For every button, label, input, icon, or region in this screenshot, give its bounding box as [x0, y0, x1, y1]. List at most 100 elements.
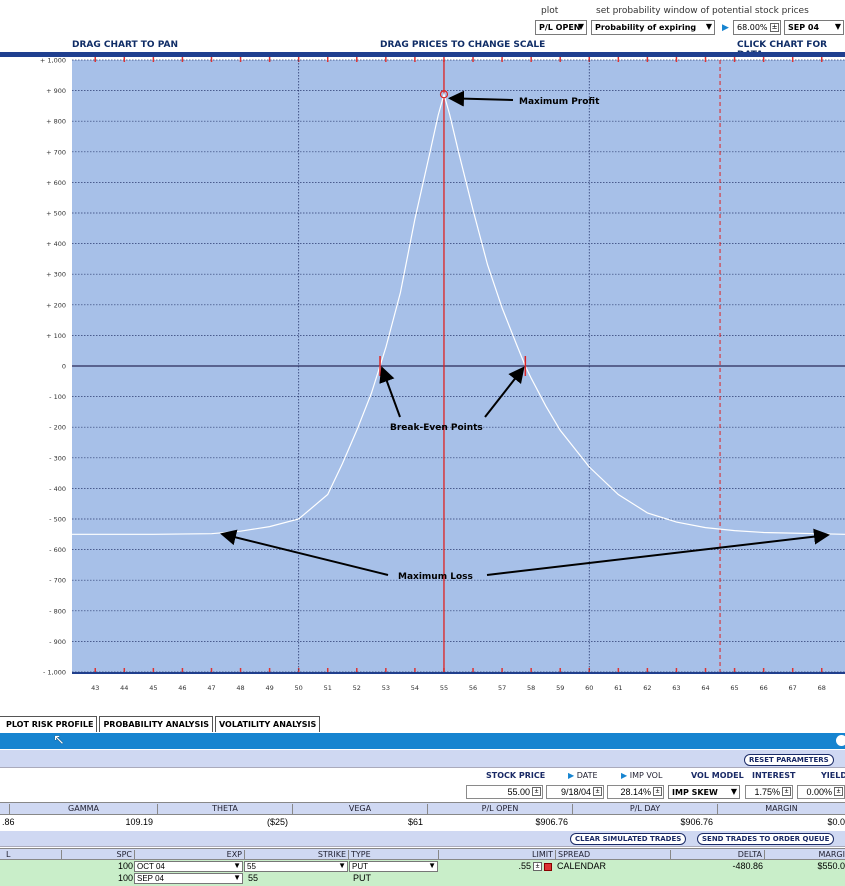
x-tick-label: 59 [556, 684, 564, 692]
chevron-down-icon: ▼ [428, 861, 436, 870]
spc-cell: 100 [117, 873, 133, 883]
x-tick-label: 63 [672, 684, 680, 692]
theta-value: ($25) [266, 817, 288, 827]
x-tick-label: 61 [614, 684, 622, 692]
y-tick-label: + 700 [46, 148, 66, 156]
x-tick-label: 54 [411, 684, 419, 692]
date-input[interactable]: 9/18/04 ± [546, 785, 604, 799]
tab-volatility-analysis[interactable]: VOLATILITY ANALYSIS [214, 716, 321, 732]
reset-parameters-button[interactable]: RESET PARAMETERS [744, 754, 834, 766]
gamma-value: 109.19 [125, 817, 153, 827]
x-tick-label: 53 [382, 684, 390, 692]
spinner-icon[interactable]: ± [593, 787, 602, 796]
greeks-header: GAMMA THETA VEGA P/L OPEN P/L DAY MARGIN [0, 802, 845, 815]
y-tick-label: - 300 [49, 454, 66, 462]
spinner-icon[interactable]: ± [834, 787, 843, 796]
pl-open-header: P/L OPEN [428, 804, 573, 815]
yield-value: 0.00% [806, 787, 832, 797]
strike-select[interactable]: 55 ▼ [244, 861, 348, 872]
x-tick-label: 64 [701, 684, 709, 692]
interest-label: INTEREST [752, 771, 796, 780]
trades-l-header: L [0, 850, 62, 861]
tab-probability-analysis[interactable]: PROBABILITY ANALYSIS [99, 716, 213, 732]
probability-select[interactable]: Probability of expiring ▼ [591, 20, 715, 35]
strike-cell: 55 [248, 873, 259, 883]
spinner-icon[interactable]: ± [653, 787, 662, 796]
yield-input[interactable]: 0.00% ± [797, 785, 845, 799]
spread-flag-icon[interactable] [544, 863, 552, 871]
collapse-icon[interactable] [836, 735, 845, 746]
play-icon: ▶ [568, 771, 577, 780]
limit-value: .55 [518, 861, 531, 871]
chevron-down-icon: ▼ [338, 861, 346, 870]
max-profit-label: Maximum Profit [519, 97, 600, 107]
x-tick-label: 60 [585, 684, 593, 692]
x-tick-label: 44 [120, 684, 128, 692]
trades-header: L SPC EXP STRIKE TYPE LIMIT SPREAD DELTA… [0, 848, 845, 861]
type-header: TYPE [349, 850, 439, 861]
greeks-col-left [0, 804, 10, 815]
annotation-arrow [447, 90, 514, 107]
spinner-icon[interactable]: ± [770, 23, 779, 32]
x-tick-label: 46 [178, 684, 186, 692]
trades-bar: CLEAR SIMULATED TRADES SEND TRADES TO OR… [0, 831, 845, 847]
exp-value: OCT 04 [137, 862, 165, 871]
spc-cell: 100 [117, 861, 133, 871]
spinner-icon[interactable]: ± [532, 787, 541, 796]
probability-select-value: Probability of expiring [595, 23, 697, 32]
send-trades-button[interactable]: SEND TRADES TO ORDER QUEUE [697, 833, 835, 845]
spread-cell: CALENDAR [557, 861, 607, 871]
limit-header: LIMIT [439, 850, 556, 861]
play-icon: ▶ [621, 771, 630, 780]
analysis-tabs: PLOT RISK PROFILE PROBABILITY ANALYSIS V… [0, 716, 322, 732]
x-tick-label: 51 [324, 684, 332, 692]
y-tick-label: + 100 [46, 332, 66, 340]
stock-price-input[interactable]: 55.00 ± [466, 785, 543, 799]
percent-value: 68.00% [737, 23, 768, 32]
y-tick-label: - 100 [49, 393, 66, 401]
clear-simulated-trades-button[interactable]: CLEAR SIMULATED TRADES [570, 833, 687, 845]
risk-profile-chart[interactable]: + 1,000 + 900 + 800 + 700 + 600 + 500 + 400 + 3… [0, 0, 845, 712]
date-value: 9/18/04 [560, 787, 591, 797]
y-tick-label: + 400 [46, 240, 66, 248]
chevron-down-icon: ▼ [233, 873, 241, 882]
x-tick-label: 49 [265, 684, 273, 692]
pl-open-value: $906.76 [535, 817, 568, 827]
exp-select[interactable]: SEP 04 ▼ [134, 873, 243, 884]
type-value: PUT [352, 862, 368, 871]
table-row[interactable]: 100 OCT 04 ▼ 55 ▼ PUT ▼ .55 ± CALENDAR -480.… [0, 861, 845, 873]
annotation-arrow [379, 366, 401, 418]
x-tick-label: 43 [91, 684, 99, 692]
vol-model-value: IMP SKEW [672, 788, 718, 797]
spinner-icon[interactable]: ± [782, 787, 791, 796]
imp-vol-input[interactable]: 28.14% ± [607, 785, 664, 799]
tab-plot-risk-profile[interactable]: PLOT RISK PROFILE [0, 716, 98, 732]
y-tick-label: + 500 [46, 210, 66, 218]
month-select[interactable]: SEP 04 ▼ [784, 20, 844, 35]
percent-input[interactable]: 68.00% ± [733, 20, 781, 35]
table-row[interactable]: 100 SEP 04 ▼ 55 PUT [0, 873, 845, 885]
strike-header: STRIKE [245, 850, 349, 861]
x-tick-label: 62 [643, 684, 651, 692]
interest-input[interactable]: 1.75% ± [745, 785, 793, 799]
yield-label: YIELD [821, 771, 845, 780]
spinner-icon[interactable]: ± [533, 862, 542, 872]
margin-value: $0.0 [827, 817, 845, 827]
plot-select[interactable]: P/L OPEN ▼ [535, 20, 587, 35]
y-tick-label: - 800 [49, 607, 66, 615]
date-label: ▶ DATE [568, 771, 598, 780]
type-select[interactable]: PUT ▼ [349, 861, 438, 872]
limit-cell[interactable]: .55 ± [500, 861, 542, 872]
stock-price-value: 55.00 [507, 787, 530, 797]
tab-content-bar [0, 733, 845, 749]
y-tick-label: - 700 [49, 577, 66, 585]
chevron-down-icon: ▼ [233, 861, 241, 870]
play-icon[interactable]: ▶ [722, 22, 729, 32]
exp-select[interactable]: OCT 04 ▼ [134, 861, 243, 872]
gamma-header: GAMMA [10, 804, 158, 815]
imp-vol-label: ▶ IMP VOL [621, 771, 663, 780]
mouse-cursor-icon: ↖ [53, 731, 65, 747]
annotation-arrow [484, 366, 525, 418]
x-tick-label: 67 [789, 684, 797, 692]
vol-model-select[interactable]: IMP SKEW ▼ [668, 785, 740, 799]
